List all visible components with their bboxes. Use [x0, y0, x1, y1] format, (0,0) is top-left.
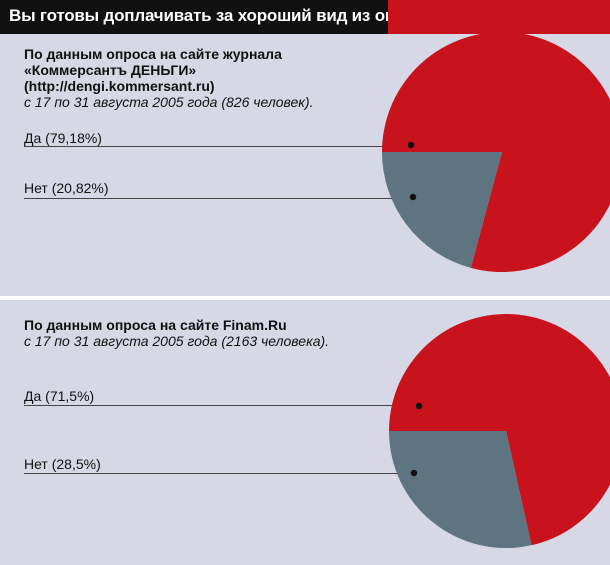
- panel2-yes-leader: [24, 405, 420, 406]
- panel2-no-leader: [24, 473, 420, 474]
- panel2-heading: По данным опроса на сайте Finam.Ru: [24, 317, 287, 333]
- panel2-no-label: Нет (28,5%): [24, 456, 101, 472]
- survey-panel-kommersant: По данным опроса на сайте журнала «Комме…: [0, 32, 610, 296]
- pie2-marker-no: [410, 469, 418, 477]
- pie2-slice-no: [389, 431, 532, 548]
- pie2-slice-yes: [389, 314, 610, 546]
- panel1-no-leader: [24, 198, 412, 199]
- panel2-yes-label: Да (71,5%): [24, 388, 95, 404]
- panel1-heading: По данным опроса на сайте журнала: [24, 46, 282, 62]
- title-accent-bar: [388, 0, 610, 34]
- pie1-marker-no: [409, 193, 417, 201]
- chart-title: Вы готовы доплачивать за хороший вид из …: [9, 6, 423, 25]
- pie1-slice-yes: [382, 32, 610, 272]
- panel2-period: с 17 по 31 августа 2005 года (2163 челов…: [24, 333, 330, 349]
- panel1-period: с 17 по 31 августа 2005 года (826 челове…: [24, 94, 314, 110]
- panel2-pie-chart: [389, 314, 610, 548]
- pie1-marker-yes: [407, 141, 415, 149]
- survey-panel-finam: По данным опроса на сайте Finam.Ru с 17 …: [0, 300, 610, 565]
- pie2-marker-yes: [415, 402, 423, 410]
- panel1-no-label: Нет (20,82%): [24, 180, 109, 196]
- title-bar: Вы готовы доплачивать за хороший вид из …: [0, 0, 423, 34]
- panel-divider: [0, 296, 610, 300]
- panel1-yes-label: Да (79,18%): [24, 130, 102, 146]
- panel1-heading-magazine: «Коммерсантъ ДЕНЬГИ»: [24, 62, 197, 78]
- panel1-yes-leader: [24, 146, 412, 147]
- panel1-pie-chart: [382, 32, 610, 272]
- panel1-source-url: (http://dengi.kommersant.ru): [24, 78, 215, 94]
- pie1-slice-no: [382, 152, 502, 268]
